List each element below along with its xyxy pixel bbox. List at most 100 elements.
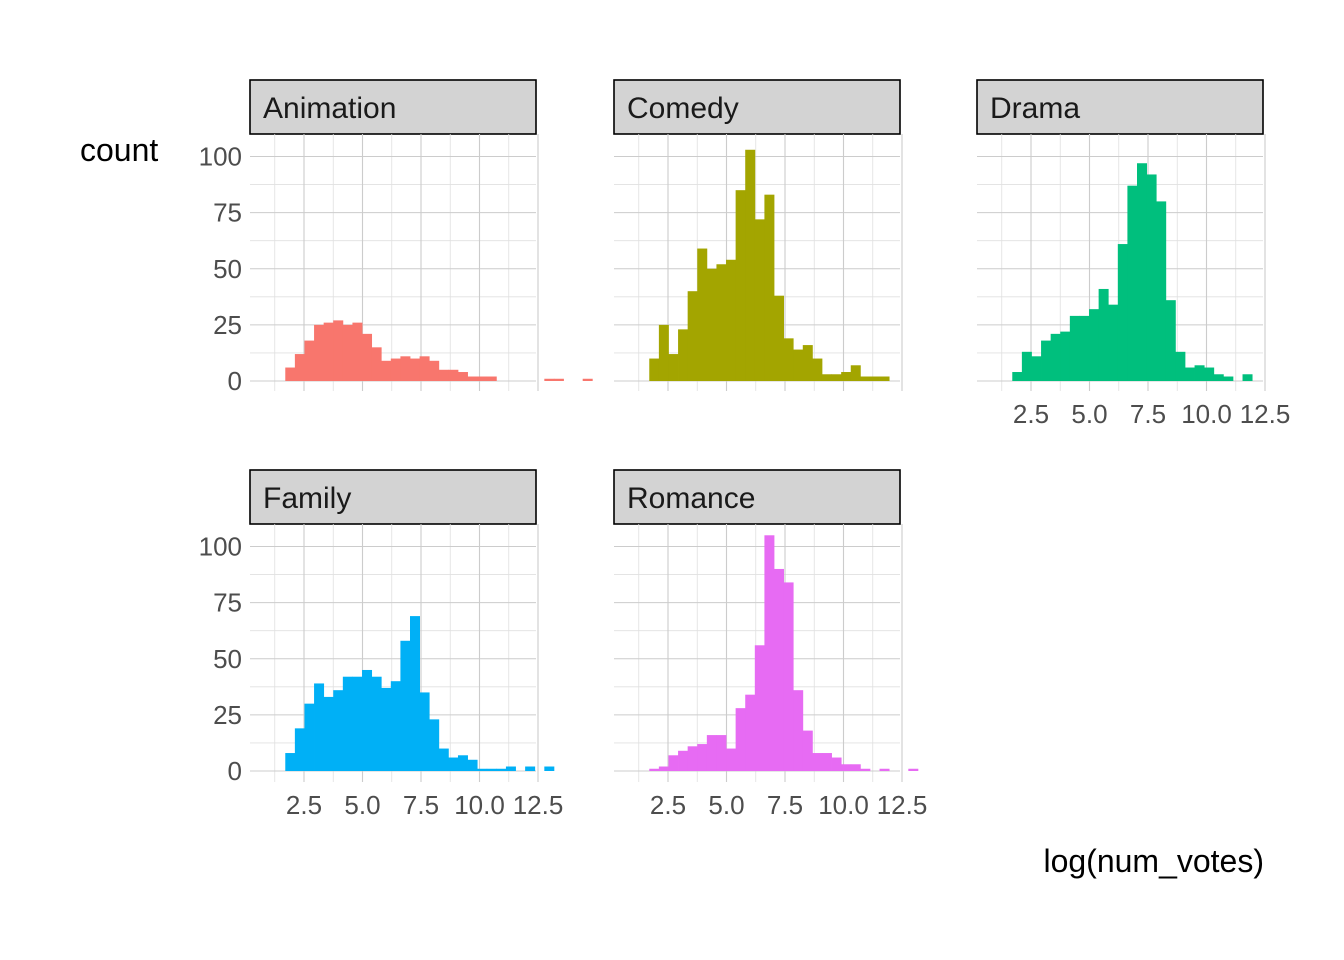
- y-tick-label: 50: [213, 644, 242, 674]
- x-tick-label: 12.5: [513, 790, 564, 820]
- bar-romance: [697, 744, 708, 771]
- bar-drama: [1194, 365, 1205, 381]
- x-tick-label: 5.0: [708, 790, 744, 820]
- bar-animation: [285, 367, 296, 381]
- x-tick-label: 7.5: [403, 790, 439, 820]
- y-tick-label: 25: [213, 700, 242, 730]
- bar-romance: [745, 694, 756, 771]
- bar-animation: [381, 360, 392, 381]
- strip-romance: [613, 469, 901, 525]
- bar-drama: [1213, 374, 1224, 381]
- bar-animation: [410, 358, 420, 381]
- bar-drama: [1031, 356, 1042, 381]
- panel-comedy: Comedy: [613, 79, 903, 391]
- bar-drama: [1184, 367, 1195, 381]
- bar-animation: [333, 320, 344, 381]
- bar-family: [457, 755, 468, 771]
- bar-family: [285, 753, 296, 771]
- bar-comedy: [879, 376, 890, 381]
- bar-family: [400, 640, 411, 771]
- bar-romance: [668, 755, 679, 771]
- bar-family: [333, 690, 344, 771]
- bar-drama: [1223, 376, 1234, 381]
- bar-family: [467, 759, 478, 771]
- bar-drama: [1242, 374, 1253, 381]
- bar-romance: [802, 730, 813, 771]
- bar-drama: [1127, 185, 1138, 381]
- bar-comedy: [687, 291, 698, 381]
- strip-animation: [249, 79, 537, 135]
- bar-romance: [908, 768, 919, 771]
- y-tick-label: 100: [199, 532, 242, 562]
- bar-romance: [793, 690, 804, 771]
- bar-comedy: [716, 264, 727, 381]
- bar-drama: [1079, 315, 1090, 381]
- bar-comedy: [783, 338, 794, 381]
- bar-comedy: [678, 329, 689, 381]
- bar-drama: [1089, 309, 1100, 381]
- bar-family: [448, 757, 459, 771]
- y-tick-label: 75: [213, 588, 242, 618]
- bar-comedy: [869, 376, 880, 381]
- bar-comedy: [764, 194, 775, 381]
- bar-romance: [658, 766, 669, 771]
- bar-comedy: [697, 248, 708, 381]
- bar-drama: [1012, 372, 1023, 381]
- panel-animation: Animation 0 25 50 75 100: [199, 79, 593, 396]
- bar-romance: [735, 708, 746, 771]
- x-tick-label: 7.5: [767, 790, 803, 820]
- bar-animation: [362, 333, 373, 381]
- bar-comedy: [668, 354, 679, 381]
- bar-animation: [342, 324, 353, 381]
- bar-family: [410, 616, 420, 771]
- bar-family: [419, 692, 430, 771]
- strip-label-drama: Drama: [990, 92, 1080, 125]
- bar-family: [371, 676, 382, 771]
- bar-romance: [716, 735, 727, 771]
- bar-animation: [582, 378, 593, 381]
- strip-label-family: Family: [263, 482, 351, 515]
- y-tick-label: 75: [213, 198, 242, 228]
- bar-comedy: [735, 190, 746, 381]
- bar-romance: [754, 645, 765, 771]
- y-axis-title: count: [80, 132, 158, 168]
- bar-comedy: [658, 324, 669, 381]
- bar-family: [352, 676, 363, 771]
- bar-drama: [1165, 300, 1176, 381]
- bar-family: [544, 766, 555, 771]
- x-tick-label: 12.5: [1240, 399, 1291, 429]
- bar-drama: [1050, 333, 1061, 381]
- bar-comedy: [745, 149, 756, 381]
- bar-family: [486, 768, 497, 771]
- bar-romance: [831, 757, 842, 771]
- bar-romance: [706, 735, 717, 771]
- bar-comedy: [860, 376, 871, 381]
- bar-drama: [1108, 304, 1119, 381]
- bar-drama: [1175, 351, 1186, 381]
- bar-drama: [1041, 340, 1052, 381]
- bar-romance: [841, 764, 852, 771]
- x-tick-label: 2.5: [650, 790, 686, 820]
- bar-romance: [812, 753, 823, 771]
- bar-family: [390, 681, 401, 771]
- strip-label-animation: Animation: [263, 92, 396, 125]
- strip-drama: [976, 79, 1264, 135]
- strip-label-comedy: Comedy: [627, 92, 739, 125]
- bar-romance: [774, 568, 784, 771]
- bar-animation: [429, 360, 440, 381]
- bar-family: [505, 766, 516, 771]
- bar-family: [294, 728, 305, 771]
- x-tick-label: 10.0: [818, 790, 869, 820]
- bar-romance: [850, 764, 861, 771]
- bar-comedy: [841, 372, 852, 381]
- bar-animation: [553, 378, 564, 381]
- bar-comedy: [812, 358, 823, 381]
- bar-family: [323, 696, 334, 771]
- bar-animation: [314, 324, 325, 381]
- x-tick-label: 2.5: [1013, 399, 1049, 429]
- bar-animation: [457, 372, 468, 381]
- bar-animation: [448, 369, 459, 381]
- x-tick-label: 10.0: [454, 790, 505, 820]
- bar-family: [304, 703, 315, 771]
- bar-animation: [467, 376, 478, 381]
